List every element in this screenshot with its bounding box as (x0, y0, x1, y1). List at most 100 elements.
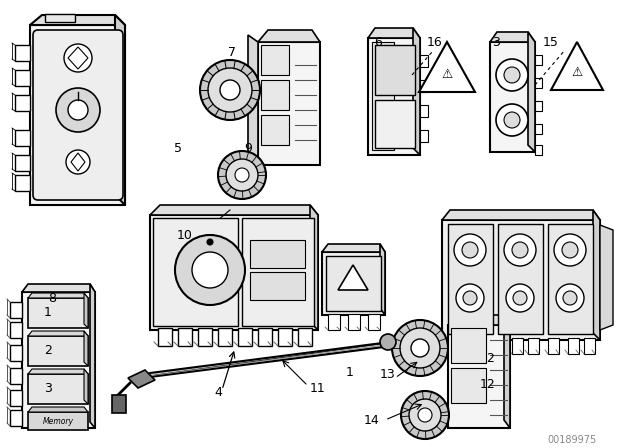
Bar (548, 224, 593, 334)
Bar (258, 328, 272, 346)
Polygon shape (15, 155, 30, 171)
Circle shape (504, 112, 520, 128)
Circle shape (411, 339, 429, 357)
Bar (420, 105, 428, 117)
Bar (498, 224, 543, 334)
Text: 2: 2 (44, 345, 52, 358)
Circle shape (192, 252, 228, 288)
Bar (238, 328, 252, 346)
Circle shape (56, 88, 100, 132)
Bar (420, 55, 428, 67)
Bar (535, 101, 542, 111)
Circle shape (392, 320, 448, 376)
Polygon shape (310, 205, 318, 330)
Bar (348, 314, 360, 330)
Circle shape (562, 242, 578, 258)
Circle shape (380, 334, 396, 350)
Circle shape (218, 151, 266, 199)
Polygon shape (15, 130, 30, 146)
Circle shape (66, 150, 90, 174)
Polygon shape (28, 293, 88, 298)
Polygon shape (368, 38, 420, 155)
Circle shape (418, 408, 432, 422)
Circle shape (400, 328, 440, 368)
Polygon shape (10, 368, 22, 384)
Polygon shape (22, 284, 95, 292)
Polygon shape (322, 252, 385, 315)
Polygon shape (10, 390, 22, 406)
Bar (372, 42, 394, 150)
Polygon shape (490, 42, 535, 152)
Polygon shape (22, 292, 95, 428)
Bar (261, 115, 289, 145)
Bar (218, 328, 232, 346)
Bar (480, 338, 491, 354)
Polygon shape (10, 322, 22, 338)
Polygon shape (380, 244, 385, 315)
Bar (153, 218, 238, 326)
Bar (158, 328, 172, 346)
Polygon shape (248, 35, 258, 165)
Polygon shape (490, 32, 535, 42)
Circle shape (208, 68, 252, 112)
Circle shape (456, 284, 484, 312)
Polygon shape (442, 220, 600, 340)
Polygon shape (28, 336, 88, 366)
Bar (451, 368, 486, 403)
Bar (375, 45, 415, 95)
Bar (375, 100, 415, 148)
Text: 6: 6 (374, 35, 382, 48)
Polygon shape (593, 210, 600, 340)
Polygon shape (30, 25, 125, 205)
Polygon shape (338, 265, 368, 290)
Text: ⚠: ⚠ (572, 65, 582, 78)
Circle shape (554, 234, 586, 266)
Text: 4: 4 (214, 385, 222, 399)
Polygon shape (28, 412, 88, 430)
Polygon shape (90, 284, 95, 428)
Circle shape (401, 391, 449, 439)
Polygon shape (84, 369, 88, 404)
Bar (242, 218, 314, 326)
Bar (448, 224, 493, 334)
Polygon shape (15, 45, 30, 61)
Polygon shape (10, 302, 22, 318)
Polygon shape (551, 42, 603, 90)
Circle shape (454, 234, 486, 266)
Circle shape (463, 291, 477, 305)
Polygon shape (600, 225, 613, 330)
Polygon shape (128, 370, 155, 388)
Polygon shape (68, 47, 88, 69)
Text: 11: 11 (310, 382, 326, 395)
Circle shape (207, 239, 213, 245)
Polygon shape (15, 70, 30, 86)
Bar (451, 328, 486, 363)
Text: 00189975: 00189975 (547, 435, 596, 445)
Circle shape (506, 284, 534, 312)
Text: Memory: Memory (42, 417, 74, 426)
Bar (261, 80, 289, 110)
Bar (420, 80, 428, 92)
Bar (512, 338, 523, 354)
Polygon shape (322, 244, 385, 252)
Bar (535, 145, 542, 155)
Polygon shape (28, 407, 88, 412)
Text: 15: 15 (543, 35, 559, 48)
Polygon shape (150, 215, 318, 330)
Bar (584, 338, 595, 354)
Polygon shape (150, 205, 318, 215)
Bar (261, 45, 289, 75)
Circle shape (226, 159, 258, 191)
Bar (326, 256, 381, 311)
Circle shape (235, 168, 249, 182)
Polygon shape (368, 28, 420, 38)
Bar (535, 55, 542, 65)
Text: 12: 12 (480, 379, 496, 392)
Circle shape (200, 60, 260, 120)
Circle shape (68, 100, 88, 120)
Bar (328, 314, 340, 330)
Bar (535, 78, 542, 88)
Polygon shape (258, 30, 320, 42)
Polygon shape (15, 95, 30, 111)
Text: 16: 16 (427, 35, 443, 48)
